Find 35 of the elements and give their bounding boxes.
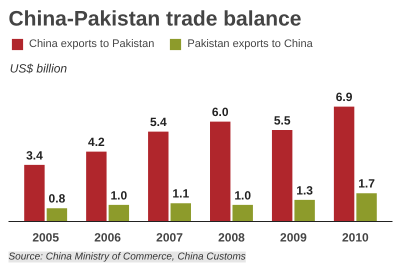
data-label: 3.4 [26,148,44,162]
data-label: 1.0 [110,188,128,202]
y-axis-title: US$ billion [10,62,68,76]
x-tick-label: 2010 [342,230,370,244]
data-label: 5.4 [150,115,167,130]
x-tick-label: 2008 [218,230,246,244]
bar [86,152,107,222]
data-label: 5.5 [274,113,291,128]
bar [232,204,253,222]
x-tick-label: 2007 [156,230,184,244]
chart-title: China-Pakistan trade balance [8,8,302,30]
data-label: 6.0 [212,105,229,120]
bar [210,122,230,222]
bar [46,208,68,222]
x-tick-label: 2005 [32,230,60,244]
data-label: 6.9 [336,90,353,104]
data-label: 1.1 [172,186,190,201]
data-label: 1.7 [358,176,376,191]
legend-label: China exports to Pakistan [29,38,154,50]
data-label: 0.8 [48,192,66,206]
bar [170,203,191,222]
bar [294,200,315,222]
source-note: Source: China Ministry of Commerce, China Customs [8,252,246,262]
data-label: 4.2 [88,135,106,150]
x-tick-label: 2009 [280,230,308,244]
data-label: 1.0 [234,188,252,202]
bar [334,106,354,222]
bar [24,164,45,222]
legend-label: Pakistan exports to China [187,38,313,50]
bar [356,193,377,222]
x-tick-label: 2006 [94,230,122,244]
bar [148,132,169,222]
bar [108,204,130,222]
bar [272,130,292,222]
data-label: 1.3 [296,183,314,198]
